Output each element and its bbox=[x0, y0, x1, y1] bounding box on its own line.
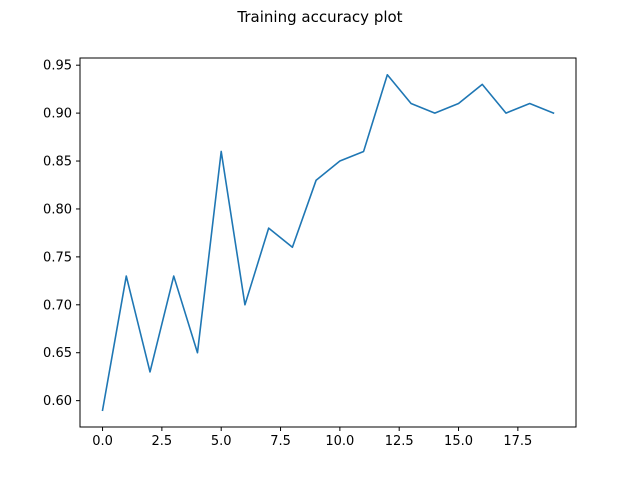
plot-frame bbox=[79, 57, 577, 428]
x-tick-label: 12.5 bbox=[385, 434, 414, 449]
x-tick-label: 7.5 bbox=[270, 434, 291, 449]
y-tick-label: 0.80 bbox=[43, 202, 72, 217]
x-tick-label: 17.5 bbox=[503, 434, 532, 449]
series-layer bbox=[101, 73, 555, 412]
y-tick-label: 0.65 bbox=[43, 346, 72, 361]
chart-title: Training accuracy plot bbox=[236, 8, 402, 26]
y-tick-label: 0.75 bbox=[43, 250, 72, 265]
x-tick-label: 2.5 bbox=[152, 434, 173, 449]
x-axis: 0.0 2.5 5.0 7.5 10.0 12.5 15.0 17.5 bbox=[92, 427, 532, 449]
y-tick-label: 0.90 bbox=[43, 107, 72, 122]
x-tick-label: 10.0 bbox=[325, 434, 354, 449]
y-tick-label: 0.85 bbox=[43, 155, 72, 170]
x-tick-label: 15.0 bbox=[444, 434, 473, 449]
x-tick-label: 0.0 bbox=[92, 434, 113, 449]
x-tick-label: 5.0 bbox=[211, 434, 232, 449]
y-tick-label: 0.95 bbox=[43, 59, 72, 74]
accuracy-series-line bbox=[101, 73, 555, 412]
y-tick-label: 0.70 bbox=[43, 298, 72, 313]
y-tick-label: 0.60 bbox=[43, 394, 72, 409]
y-axis: 0.60 0.65 0.70 0.75 0.80 0.85 0.90 0.95 bbox=[43, 59, 80, 409]
